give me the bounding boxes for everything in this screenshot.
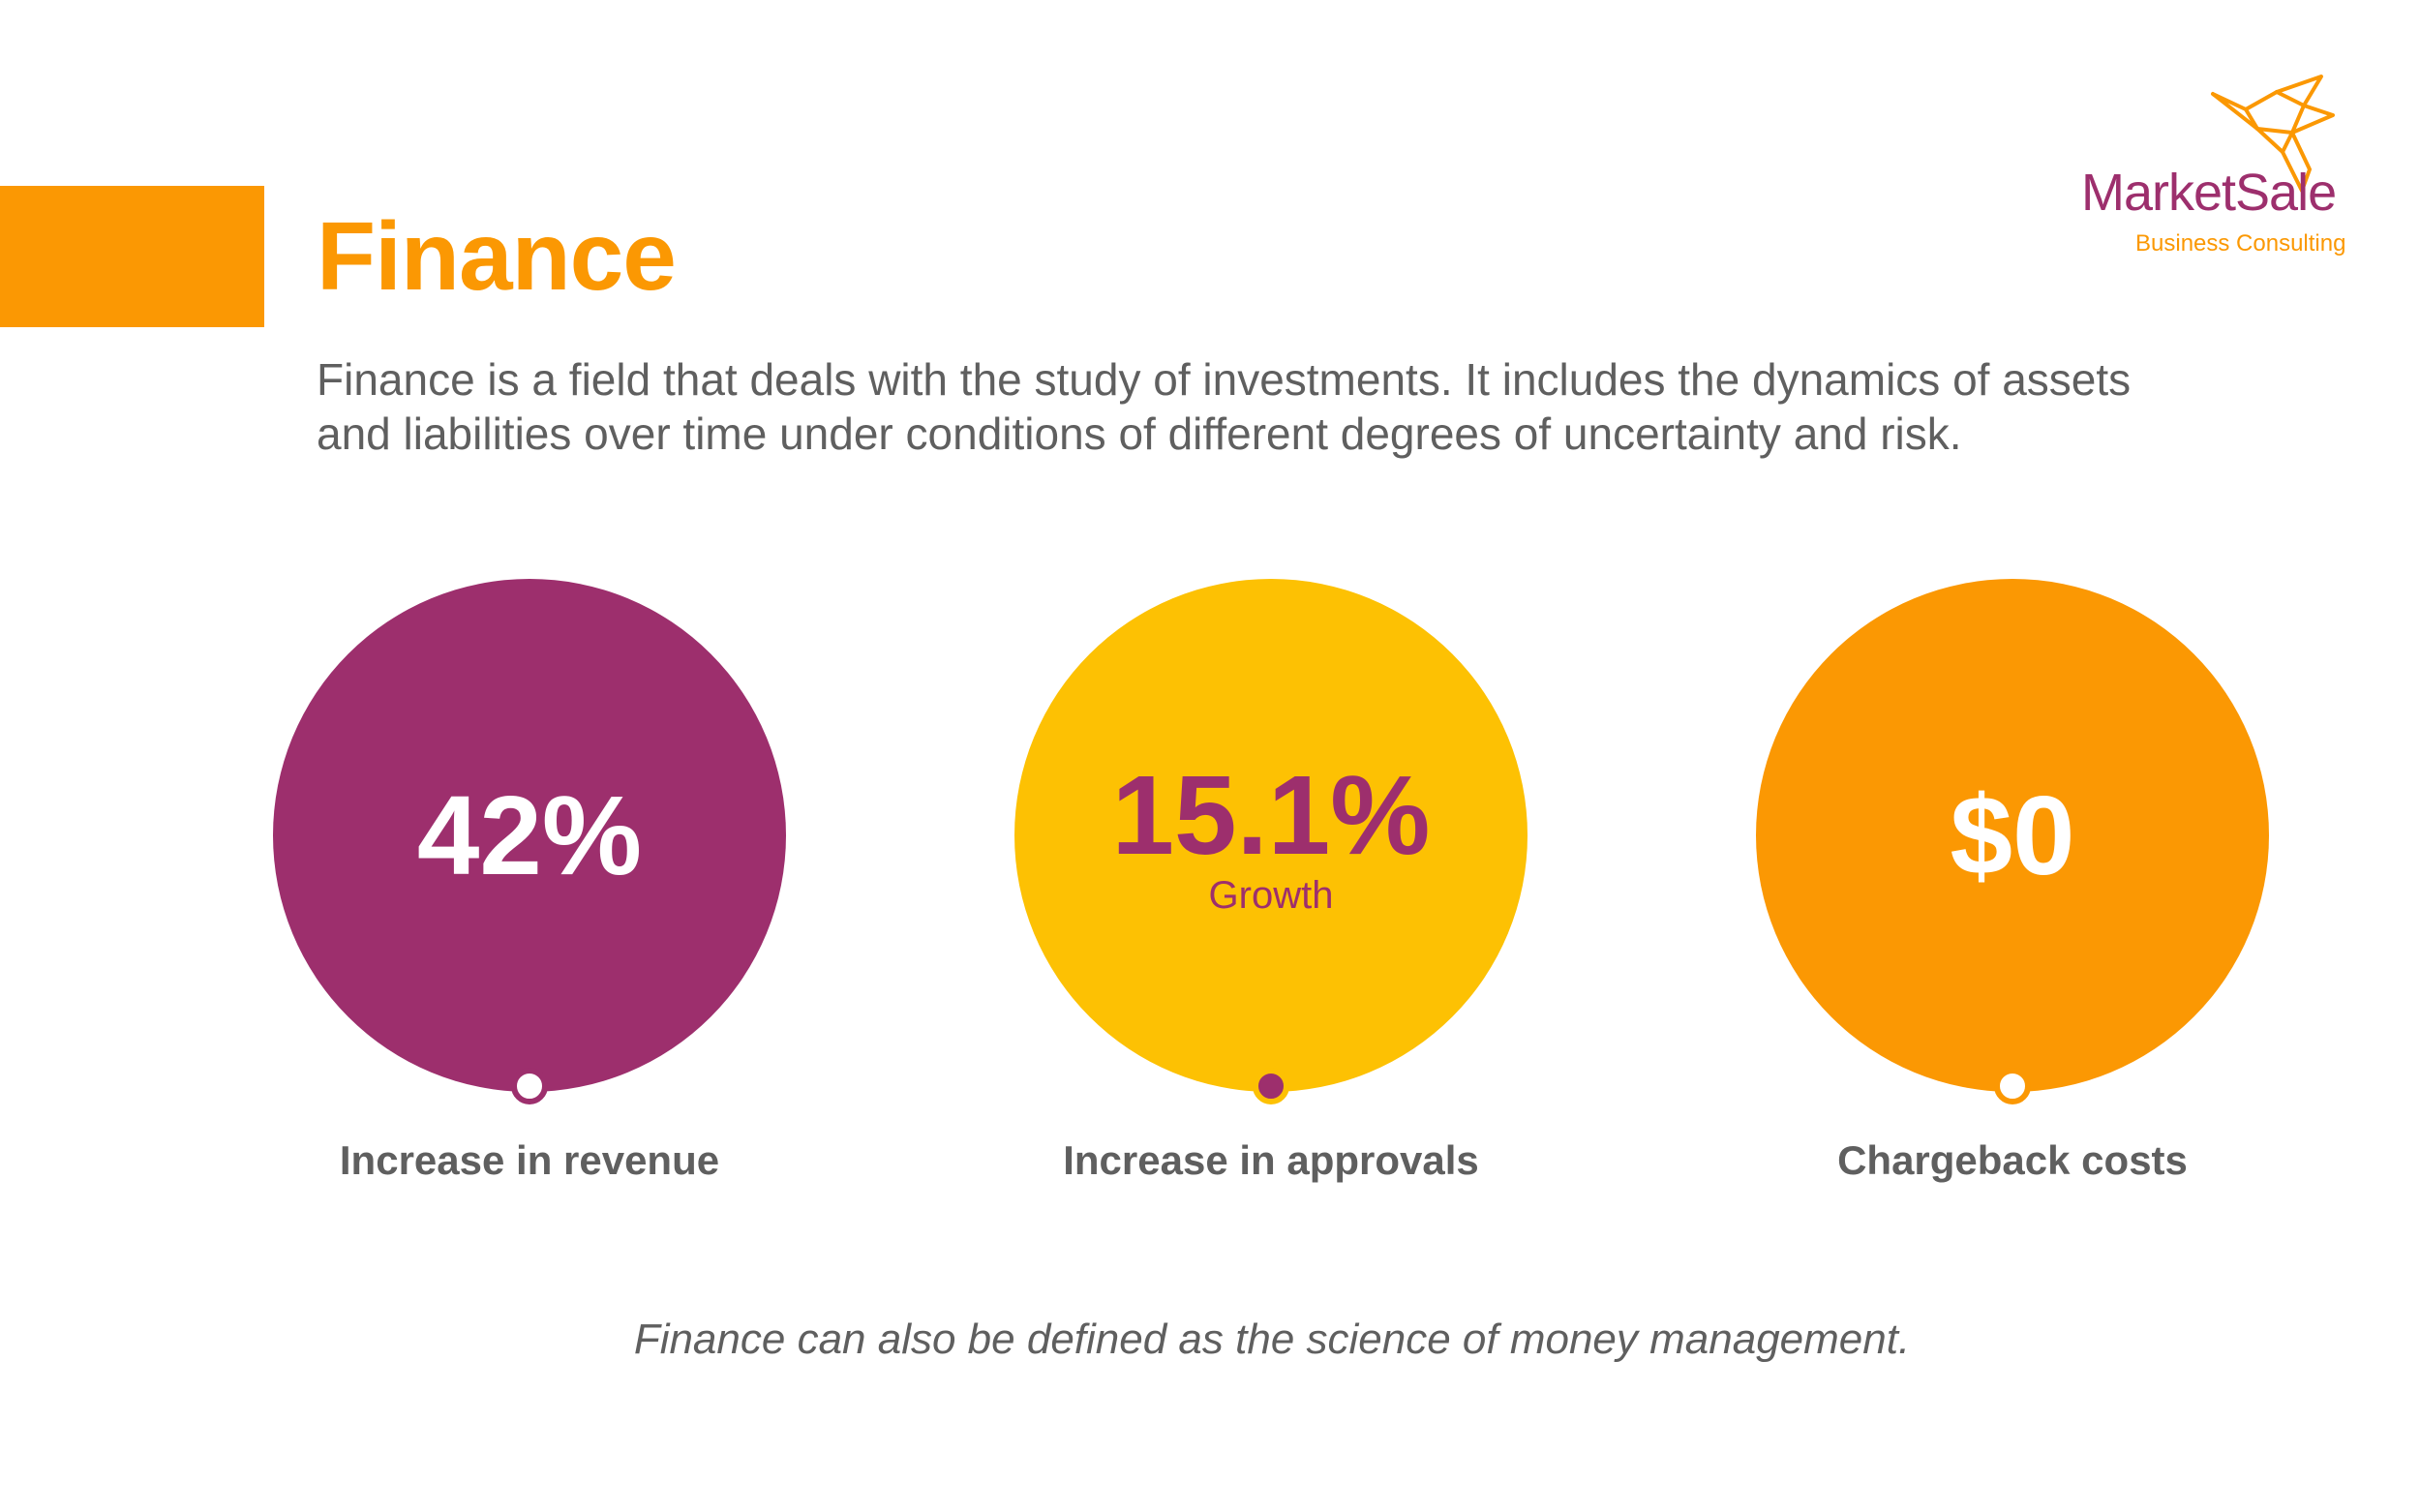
logo-tagline: Business Consulting: [2135, 230, 2346, 257]
stat-label: Increase in revenue: [339, 1137, 720, 1183]
footer-note: Finance can also be defined as the scien…: [633, 1315, 1911, 1363]
stat-marker-dot: [1994, 1068, 2031, 1104]
stat-circle: 42%: [273, 579, 786, 1104]
stat-value: 15.1%: [1111, 752, 1431, 878]
stat-caption: Growth: [1208, 874, 1334, 917]
stat-marker-dot: [511, 1068, 548, 1104]
intro-paragraph: Finance is a field that deals with the s…: [317, 354, 2132, 459]
page-title: Finance: [317, 202, 677, 311]
stat-value: 42%: [416, 772, 643, 898]
stat-chargeback: $0 Chargeback costs: [1756, 579, 2269, 1183]
stat-revenue: 42% Increase in revenue: [273, 579, 786, 1183]
logo: MarketSale Business Consulting: [2081, 73, 2372, 266]
stat-label: Increase in approvals: [1063, 1137, 1479, 1183]
origami-bird-icon: [2211, 75, 2335, 193]
stat-label: Chargeback costs: [1837, 1137, 2188, 1183]
stat-approvals: 15.1% Growth Increase in approvals: [1014, 579, 1528, 1183]
stat-circle: $0: [1756, 579, 2269, 1104]
stat-marker-dot: [1253, 1068, 1289, 1104]
stat-circle: 15.1% Growth: [1014, 579, 1528, 1104]
stat-value: $0: [1950, 772, 2075, 898]
accent-bar: [0, 186, 264, 327]
logo-name: MarketSale: [2081, 164, 2337, 222]
